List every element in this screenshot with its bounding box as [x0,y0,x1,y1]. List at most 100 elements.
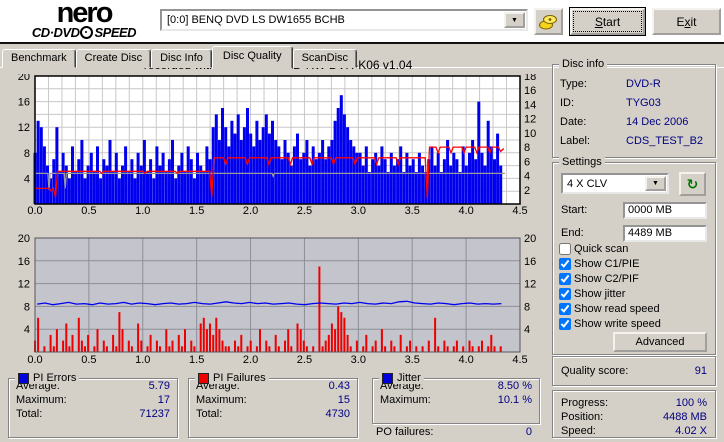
svg-text:1.0: 1.0 [135,354,150,366]
svg-text:3.0: 3.0 [351,205,366,217]
show-c2-pif-checkbox[interactable] [559,272,571,285]
checkbox-show-c1-pie[interactable]: Show C1/PIE [559,256,661,271]
drive-select-dropdown[interactable]: [0:0] BENQ DVD LS DW1655 BCHB ▼ [160,9,528,31]
svg-text:0.0: 0.0 [27,205,42,217]
svg-text:3.5: 3.5 [405,354,420,366]
svg-text:0.5: 0.5 [81,205,96,217]
svg-text:16: 16 [524,85,536,97]
svg-text:18: 18 [524,74,536,83]
checkbox-quick-scan[interactable]: Quick scan [559,241,661,256]
disc-info-title: Disc info [559,58,608,70]
svg-text:16: 16 [524,256,536,268]
svg-text:4.0: 4.0 [458,205,473,217]
svg-text:8: 8 [524,301,530,313]
speed-row: Speed: 4.02 X [561,425,707,437]
svg-text:0.0: 0.0 [27,354,42,366]
svg-text:2: 2 [524,185,530,197]
svg-text:2.0: 2.0 [243,354,258,366]
tab-disc-quality[interactable]: Disc Quality [211,46,293,69]
exit-button[interactable]: Exit [652,8,721,35]
svg-text:4: 4 [24,324,30,336]
svg-text:12: 12 [524,114,536,126]
svg-text:8: 8 [524,142,530,154]
start-position-field[interactable] [623,201,707,219]
show-read-speed-checkbox[interactable] [559,302,571,315]
quality-score-label: Quality score: [561,365,629,377]
svg-text:10: 10 [524,128,536,140]
app-header: nero CD·DVD SPEED [0:0] BENQ DVD LS DW16… [0,0,724,44]
quick-scan-checkbox[interactable] [559,242,571,255]
start-position-label: Start: [561,204,588,216]
advanced-button[interactable]: Advanced [613,332,707,352]
tab-benchmark[interactable]: Benchmark [2,49,76,68]
tab-create-disc[interactable]: Create Disc [75,49,152,68]
svg-text:4.5: 4.5 [512,205,527,217]
pi-failures-maximum: 15 [337,394,350,406]
pi-errors-legend-icon [18,372,29,384]
svg-text:20: 20 [524,233,536,245]
scan-speed-dropdown[interactable]: 4 X CLV ▼ [561,173,669,194]
svg-text:8: 8 [24,301,30,313]
svg-text:1.0: 1.0 [135,205,150,217]
tab-bar: Benchmark Create Disc Disc Info Disc Qua… [2,46,358,69]
svg-text:4: 4 [524,171,530,183]
pi-failures-average: 0.43 [328,380,350,392]
pi-failures-legend-icon [198,372,209,384]
po-failures-row: PO failures: 0 [376,426,532,438]
jitter-average: 8.50 % [497,380,532,392]
disc-label-value: CDS_TEST_B2 [626,134,704,147]
svg-text:6: 6 [524,156,530,168]
jitter-legend-icon [382,372,393,384]
tab-scandisc[interactable]: ScanDisc [292,49,358,68]
svg-text:1.5: 1.5 [189,205,204,217]
svg-text:16: 16 [18,256,30,268]
jitter-stats-panel: Jitter Average: 8.50 % Maximum: 10.1 % [372,372,540,424]
svg-text:0.5: 0.5 [81,354,96,366]
svg-text:2.5: 2.5 [297,205,312,217]
eject-tray-button[interactable] [534,8,563,35]
refresh-button[interactable]: ↻ [679,172,706,196]
svg-text:20: 20 [18,74,30,83]
end-position-row: End: [561,224,707,242]
disc-date-row: Date: 14 Dec 2006 [560,115,689,128]
pi-errors-total: 71237 [139,408,170,420]
disc-date-value: 14 Dec 2006 [626,115,689,128]
disc-type-value: DVD-R [626,77,661,90]
svg-text:4.0: 4.0 [458,354,473,366]
disc-id-row: ID: TYG03 [560,96,661,109]
speed-value: 4.02 X [675,425,707,437]
settings-checkbox-list: Quick scan Show C1/PIE Show C2/PIF Show … [559,241,661,331]
refresh-icon: ↻ [686,175,699,192]
disc-icon [80,26,94,39]
checkbox-show-write-speed[interactable]: Show write speed [559,316,661,331]
tab-disc-info[interactable]: Disc Info [151,49,212,68]
jitter-title: Jitter [397,372,421,384]
pi-errors-stats-panel: PI Errors Average: 5.79 Maximum: 17 Total:… [8,372,178,438]
checkbox-show-jitter[interactable]: Show jitter [559,286,661,301]
svg-text:12: 12 [18,122,30,134]
disc-label-row: Label: CDS_TEST_B2 [560,134,704,147]
show-write-speed-checkbox[interactable] [559,317,571,330]
start-position-row: Start: [561,201,707,219]
jitter-maximum: 10.1 % [497,394,532,406]
svg-text:3.0: 3.0 [351,354,366,366]
show-jitter-checkbox[interactable] [559,287,571,300]
dropdown-arrow-icon[interactable]: ▼ [645,176,666,191]
cd-dvd-speed-wordmark: CD·DVD SPEED [10,26,158,39]
po-failures-label: PO failures: [376,426,434,438]
start-button[interactable]: Start [570,8,645,35]
pi-failures-jitter-chart: 4 8 12 16 20 4 8 12 16 20 0.0 0.5 1.0 1.5 2.0 2.5 3.0 3.5… [18,233,537,366]
checkbox-show-c2-pif[interactable]: Show C2/PIF [559,271,661,286]
svg-text:2.5: 2.5 [297,354,312,366]
dropdown-arrow-icon[interactable]: ▼ [504,12,525,28]
end-position-field[interactable] [623,224,707,242]
checkbox-show-read-speed[interactable]: Show read speed [559,301,661,316]
end-position-label: End: [561,227,584,239]
pi-failures-stats-panel: PI Failures Average: 0.43 Maximum: 15 Tota… [188,372,358,438]
position-row: Position: 4488 MB [561,411,707,423]
show-c1-pie-checkbox[interactable] [559,257,571,270]
nero-logo-wordmark: nero [56,0,114,29]
discs-icon [539,15,557,30]
svg-text:1.5: 1.5 [189,354,204,366]
progress-panel: Progress: 100 % Position: 4488 MB Speed: 4.… [552,390,716,438]
